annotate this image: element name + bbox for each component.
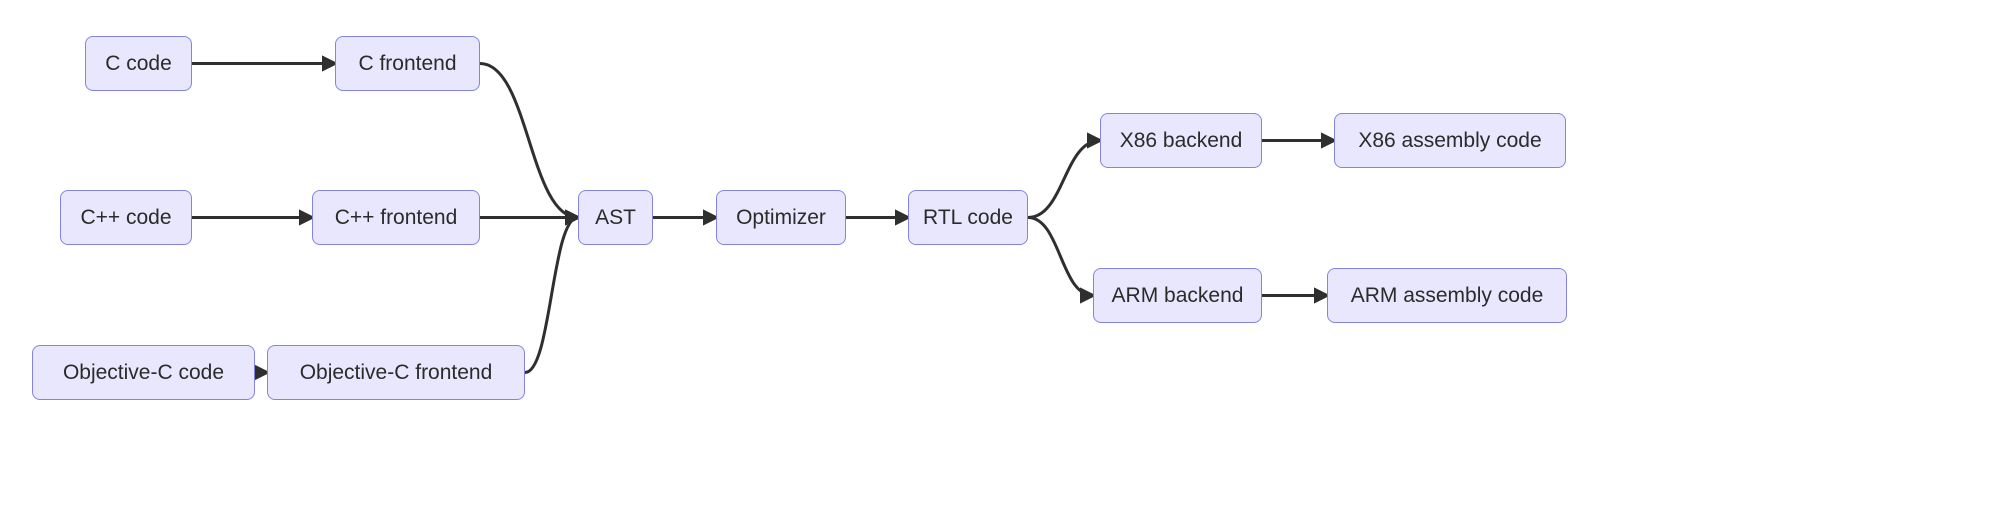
node-label: C++ frontend xyxy=(335,206,458,230)
node-x86_be: X86 backend xyxy=(1100,113,1262,168)
node-opt: Optimizer xyxy=(716,190,846,245)
node-label: AST xyxy=(595,206,636,230)
node-c_fe: C frontend xyxy=(335,36,480,91)
node-label: Optimizer xyxy=(736,206,826,230)
node-objc_code: Objective-C code xyxy=(32,345,255,400)
edge-c_fe-to-ast xyxy=(480,64,578,218)
node-label: C frontend xyxy=(358,52,456,76)
node-label: X86 assembly code xyxy=(1358,129,1541,153)
edge-objc_fe-to-ast xyxy=(525,218,578,373)
node-cpp_code: C++ code xyxy=(60,190,192,245)
node-c_code: C code xyxy=(85,36,192,91)
node-ast: AST xyxy=(578,190,653,245)
edge-rtl-to-x86_be xyxy=(1028,141,1100,218)
node-label: X86 backend xyxy=(1120,129,1243,153)
node-rtl: RTL code xyxy=(908,190,1028,245)
node-label: Objective-C code xyxy=(63,361,224,385)
node-arm_asm: ARM assembly code xyxy=(1327,268,1567,323)
node-cpp_fe: C++ frontend xyxy=(312,190,480,245)
edges-layer xyxy=(0,0,1996,528)
node-arm_be: ARM backend xyxy=(1093,268,1262,323)
node-label: RTL code xyxy=(923,206,1013,230)
node-label: ARM backend xyxy=(1112,284,1244,308)
node-objc_fe: Objective-C frontend xyxy=(267,345,525,400)
node-label: C++ code xyxy=(80,206,171,230)
node-label: Objective-C frontend xyxy=(300,361,493,385)
edge-rtl-to-arm_be xyxy=(1028,218,1093,296)
node-x86_asm: X86 assembly code xyxy=(1334,113,1566,168)
node-label: C code xyxy=(105,52,172,76)
node-label: ARM assembly code xyxy=(1351,284,1544,308)
